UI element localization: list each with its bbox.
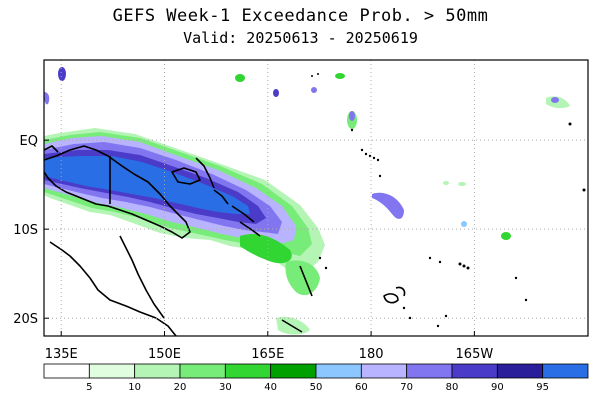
coastline-bougainville — [213, 189, 229, 205]
field-patch-12 — [458, 182, 466, 186]
coastline-australia — [49, 241, 177, 336]
colorbar-swatch-2 — [134, 363, 181, 379]
coastline-new-guinea — [44, 145, 191, 239]
field-blob-coral-sea — [240, 233, 292, 264]
y-tick-label-2: 20S — [13, 312, 38, 327]
field-blob-new-caledonia — [276, 316, 310, 335]
field-patch-9 — [461, 221, 467, 227]
field-patch-3 — [273, 89, 279, 97]
y-tick-label-1: 10S — [13, 223, 38, 238]
x-tick-label-1: 150E — [148, 347, 181, 362]
colorbar-swatch-4 — [224, 363, 272, 379]
field-patch-fiji — [372, 192, 404, 219]
colorbar-swatch-1 — [88, 363, 136, 379]
coastline-solomons-1 — [231, 205, 255, 223]
coastline-new-britain — [171, 167, 201, 185]
colorbar-swatch-11 — [542, 363, 589, 379]
colorbar-swatch-5 — [270, 363, 317, 379]
colorbar: 5 10 20 30 40 50 60 70 80 90 95 — [43, 363, 589, 393]
field-level-95 — [44, 156, 250, 214]
coastline-new-ireland — [195, 157, 215, 189]
field-patch-8 — [501, 232, 511, 240]
probability-field — [44, 67, 570, 335]
colorbar-label-0: 5 — [86, 382, 92, 393]
map-subtitle: Valid: 20250613 - 20250619 — [183, 29, 418, 47]
coastline-fiji-2 — [395, 286, 406, 297]
colorbar-label-1: 10 — [128, 382, 141, 393]
field-blob-west-edge — [44, 92, 50, 105]
coastline-halmahera — [44, 145, 59, 153]
colorbar-label-7: 70 — [400, 382, 413, 393]
coastline-fiji-1 — [383, 293, 399, 304]
coastline-cape-york — [119, 235, 165, 319]
field-patch-7 — [349, 111, 355, 121]
colorbar-swatch-9 — [451, 363, 498, 379]
colorbar-label-5: 50 — [310, 382, 323, 393]
colorbar-swatch-6 — [315, 363, 362, 379]
colorbar-label-9: 90 — [491, 382, 504, 393]
x-tick-label-4: 165W — [456, 347, 494, 362]
map-frame — [43, 59, 589, 337]
colorbar-label-10: 95 — [536, 382, 549, 393]
coastline-solomons-2 — [239, 221, 261, 237]
field-patch-11 — [443, 181, 449, 185]
map-title: GEFS Week-1 Exceedance Prob. > 50mm — [112, 6, 489, 26]
field-patch-5 — [311, 87, 317, 93]
field-blob-vanuatu — [285, 260, 320, 296]
colorbar-label-4: 40 — [264, 382, 277, 393]
colorbar-swatch-7 — [360, 363, 408, 379]
colorbar-swatch-0 — [43, 363, 90, 379]
island-dots — [311, 73, 586, 328]
colorbar-swatch-8 — [406, 363, 453, 379]
x-tick-label-0: 135E — [45, 347, 78, 362]
colorbar-label-6: 60 — [355, 382, 368, 393]
coastlines — [44, 145, 406, 336]
colorbar-label-8: 80 — [446, 382, 459, 393]
field-patch-4 — [335, 73, 345, 79]
map-ticks: 135E 150E 165E 180 165W EQ 10S 20S — [13, 134, 493, 362]
coastline-vanuatu — [299, 265, 313, 297]
colorbar-label-3: 30 — [219, 382, 232, 393]
colorbar-label-2: 20 — [174, 382, 187, 393]
coastline-new-caledonia — [281, 319, 303, 333]
y-tick-label-0: EQ — [20, 134, 38, 149]
map-grid — [44, 60, 588, 336]
field-patch-2 — [235, 74, 245, 82]
colorbar-swatch-10 — [496, 363, 544, 379]
x-tick-label-3: 180 — [359, 347, 384, 362]
field-patch-1 — [58, 67, 66, 81]
field-patch-10 — [551, 97, 559, 103]
colorbar-swatch-3 — [179, 363, 226, 379]
x-tick-label-2: 165E — [251, 347, 284, 362]
